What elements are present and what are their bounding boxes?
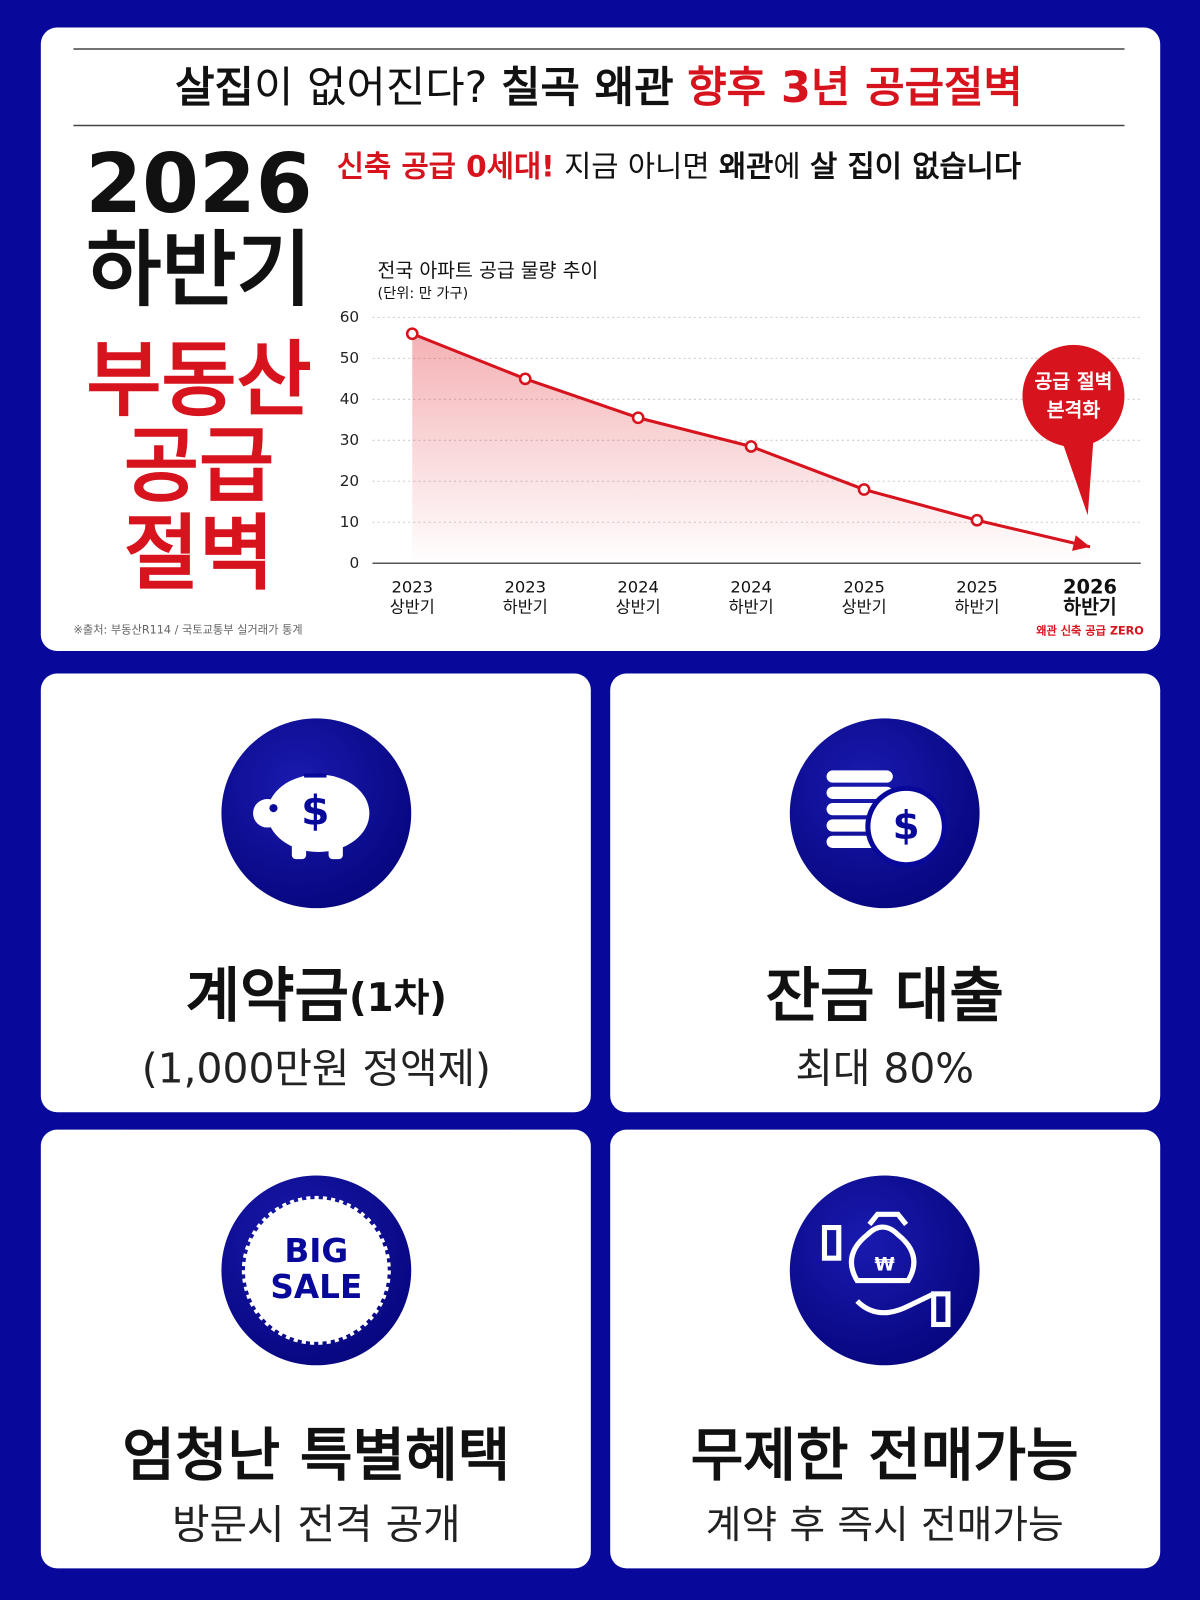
y-tick-label: 20 [340,472,359,490]
point [518,372,532,386]
card-title: 무제한 전매가능 [691,1423,1079,1489]
x-tick-label: 2025 [843,577,885,596]
annotation: 본격화 [1047,399,1101,422]
big-line: 공급 [124,419,274,514]
coins-icon: $ [826,770,947,868]
point [744,440,758,453]
badge-text: BIG [284,1232,348,1270]
headline-part: 이 없어진다? [254,62,487,112]
subheadline-part: 왜관 [719,149,773,183]
x-tick-label: 하반기 [955,598,1000,617]
x-tick-label: 2023 [391,577,433,596]
badge [241,1195,391,1345]
card-subtitle: 방문시 전격 공개 [172,1501,461,1549]
card-title: 잔금 대출 [766,961,1004,1030]
headline-part: 살집 [175,62,254,112]
svg-text:$: $ [301,786,329,834]
chart: 0 10 20 30 40 50 60 2023 상반기 2023 하반기 2024 상반기 2024 하반… [340,308,1144,638]
x-tick-label: 하반기 [1063,596,1116,619]
card-subtitle: 계약 후 즉시 전매가능 [706,1503,1064,1548]
x-tick-label: 하반기 [503,598,548,617]
point [631,411,645,425]
headline: 살집이 없어진다? 칠곡 왜관 향후 3년 공급절벽 [175,62,1023,112]
big-line: 절벽 [124,507,274,602]
headline-part: 칠곡 왜관 [501,62,674,112]
hand-icon [821,1211,951,1328]
card-title-suffix: (1차) [349,976,447,1021]
point [970,513,984,527]
x-tick-label: 2023 [504,577,546,596]
card-title-main: 계약금 [186,961,349,1030]
subheadline-part: 살 집이 없습니다 [810,149,1021,183]
headline-part: 향후 3년 공급절벽 [687,62,1023,112]
callout [1022,344,1125,447]
y-tick-label: 30 [340,431,359,449]
x-tick-label: 상반기 [390,598,435,617]
arrow-head [1072,535,1090,551]
won-sign: ₩ [875,1254,895,1275]
subheadline-part: 지금 아니면 [564,149,709,183]
callout-tail [1061,433,1094,516]
card-subtitle: 최대 80% [795,1044,974,1092]
subheadline-part: 에 [773,149,800,183]
x-tick-label: 2026 [1063,575,1117,598]
piggy-icon: $ [253,773,370,860]
annotation: 공급 절벽 [1034,370,1112,393]
card-title: 엄청난 특별혜택 [122,1423,510,1489]
x-tick-label: 2024 [617,577,659,596]
chart-subtitle: (단위: 만 가구) [378,285,469,302]
badge-text: SALE [270,1268,362,1306]
chart-title: 전국 아파트 공급 물량 추이 [378,259,599,282]
big-text: 2026 하반기 부동산 공급 절벽 [85,137,312,601]
big-line: 부동산 [86,333,311,428]
y-tick-label: 40 [340,390,359,408]
source: ※출처: 부동산R114 / 국토교통부 실거래가 통계 [73,624,302,637]
card-subtitle: (1,000만원 정액제) [142,1044,491,1092]
point [405,327,419,341]
card-title: 계약금(1차) [186,961,447,1030]
y-tick-label: 10 [340,513,359,531]
x-tick-label: 상반기 [842,598,887,617]
subheadline-part: 신축 공급 0세대! [337,149,555,183]
x-tick-label: 2024 [730,577,772,596]
x-tick-label: 2025 [956,577,998,596]
category-note: 왜관 신축 공급 ZERO [1036,624,1144,638]
subheadline: 신축 공급 0세대! 지금 아니면 왜관에 살 집이 없습니다 [337,149,1021,183]
y-tick-label: 0 [349,554,359,572]
y-tick-label: 60 [340,308,359,326]
svg-text:$: $ [893,804,920,849]
big-line: 하반기 [86,223,311,318]
big-line: 2026 [85,137,312,232]
point [857,483,871,496]
y-tick-label: 50 [340,349,359,367]
x-tick-label: 상반기 [616,598,661,617]
x-tick-label: 하반기 [729,598,774,617]
